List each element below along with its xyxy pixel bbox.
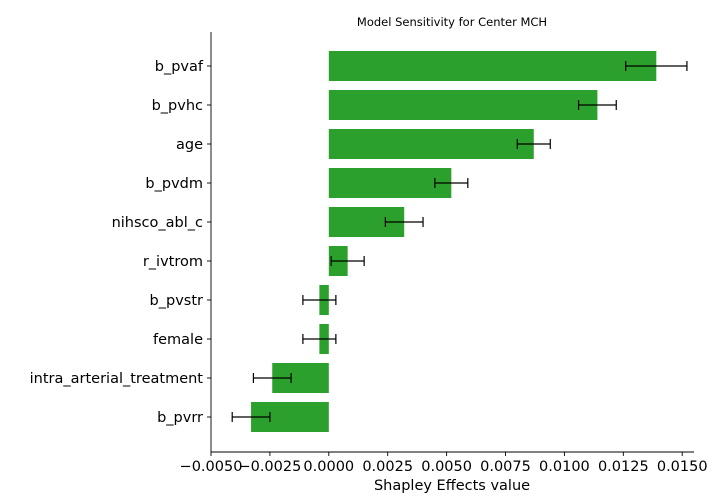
- x-tick-label: 0.0150: [657, 459, 708, 475]
- chart-title: Model Sensitivity for Center MCH: [357, 15, 547, 29]
- error-bar-b_pvrr: [231, 412, 271, 422]
- x-axis-label: Shapley Effects value: [374, 478, 530, 494]
- error-bar-nihsco_abl_c: [384, 217, 424, 227]
- x-tick-label: 0.0075: [480, 459, 531, 475]
- x-tick-label: −0.0025: [238, 459, 301, 475]
- category-label-intra_arterial_treatment: intra_arterial_treatment: [30, 371, 204, 387]
- error-bar-r_ivtrom: [330, 256, 365, 266]
- category-label-r_ivtrom: r_ivtrom: [143, 254, 203, 270]
- error-bar-female: [302, 334, 337, 344]
- x-tick-label: 0.0100: [539, 459, 590, 475]
- x-tick-label: 0.0000: [303, 459, 354, 475]
- x-tick-label: 0.0050: [421, 459, 472, 475]
- bar-age: [328, 129, 534, 159]
- error-bar-b_pvstr: [302, 295, 337, 305]
- category-label-b_pvaf: b_pvaf: [155, 59, 204, 75]
- category-label-b_pvdm: b_pvdm: [145, 176, 203, 192]
- error-bar-b_pvaf: [625, 61, 688, 71]
- error-bar-b_pvdm: [434, 178, 469, 188]
- category-label-b_pvrr: b_pvrr: [157, 410, 203, 426]
- x-tick-label: −0.0050: [180, 459, 243, 475]
- category-label-age: age: [176, 137, 203, 153]
- bar-b_pvhc: [328, 90, 598, 120]
- category-label-nihsco_abl_c: nihsco_abl_c: [112, 215, 203, 231]
- category-label-female: female: [153, 332, 203, 348]
- bar-b_pvaf: [328, 51, 657, 81]
- category-label-b_pvhc: b_pvhc: [152, 98, 203, 114]
- error-bar-intra_arterial_treatment: [252, 373, 292, 383]
- x-tick-label: 0.0125: [598, 459, 649, 475]
- category-label-b_pvstr: b_pvstr: [150, 293, 203, 309]
- x-tick-label: 0.0025: [362, 459, 413, 475]
- bar-b_pvdm: [328, 168, 452, 198]
- error-bar-b_pvhc: [577, 100, 617, 110]
- error-bar-age: [516, 139, 551, 149]
